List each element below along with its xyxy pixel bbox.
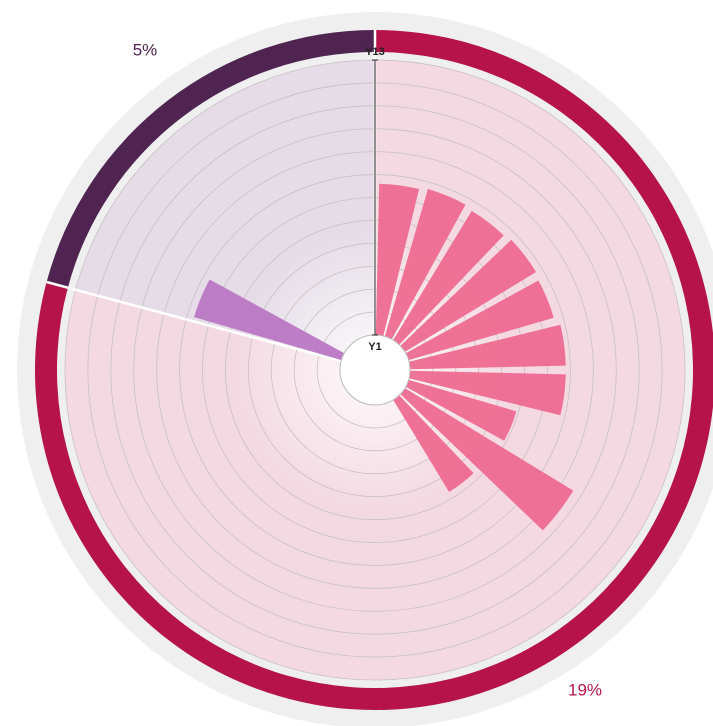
separator [46,280,342,363]
bar [400,388,574,531]
bar [400,239,537,352]
bar [405,379,517,441]
segment-label: 5% [133,40,158,59]
bar [393,210,504,345]
segment-label: 19% [568,680,602,699]
ring-segment [46,30,376,288]
bar [405,280,554,361]
y-tick-label: Y1 [368,341,381,353]
bar [375,183,420,336]
bar [409,324,566,370]
bar [384,189,466,340]
bar [194,279,345,361]
bar [393,395,474,492]
y-tick-label: Y13 [365,46,385,58]
bar [409,370,566,416]
